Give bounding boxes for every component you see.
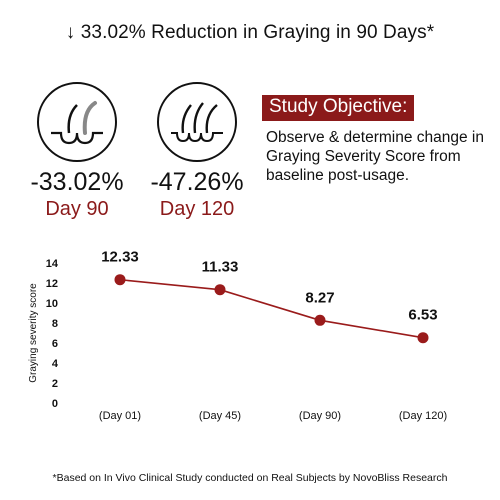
data-point [214, 284, 226, 296]
stat-percent: -33.02% [30, 168, 124, 196]
data-point [114, 274, 126, 286]
series-line-segment [119, 278, 221, 291]
footnote: *Based on In Vivo Clinical Study conduct… [52, 472, 448, 484]
y-tick-label: 14 [46, 258, 59, 270]
data-point [314, 314, 326, 326]
y-tick-label: 10 [46, 298, 58, 310]
series-line-segment [219, 288, 321, 322]
stat-day-90: -33.02% Day 90 [12, 82, 142, 219]
dark-hair-follicle-icon [157, 82, 237, 162]
y-tick-label: 0 [52, 398, 58, 410]
y-tick-label: 6 [52, 338, 58, 350]
objective-body: Observe & determine change in Graying Se… [266, 129, 484, 185]
data-point [417, 332, 429, 344]
stat-percent: -47.26% [150, 168, 244, 196]
objective-title: Study Objective: [262, 95, 415, 121]
y-tick-label: 12 [46, 278, 58, 290]
stat-day: Day 120 [159, 198, 235, 220]
y-tick-label: 8 [52, 318, 58, 330]
data-label: 11.33 [202, 259, 239, 276]
x-tick-label: (Day 120) [399, 410, 447, 422]
series-line-segment [319, 319, 424, 339]
data-label: 8.27 [305, 289, 334, 306]
data-label: 12.33 [101, 249, 139, 266]
y-axis-label: Graying severity score [28, 283, 39, 383]
stat-day-120: -47.26% Day 120 [132, 82, 262, 219]
gray-hair-follicle-icon [37, 82, 117, 162]
stat-day: Day 90 [45, 198, 109, 220]
x-tick-label: (Day 90) [299, 410, 341, 422]
y-tick-label: 4 [52, 358, 59, 370]
x-tick-label: (Day 45) [199, 410, 241, 422]
x-tick-label: (Day 01) [99, 410, 141, 422]
data-label: 6.53 [408, 307, 437, 324]
headline: ↓ 33.02% Reduction in Graying in 90 Days… [65, 22, 435, 43]
y-tick-label: 2 [52, 378, 58, 390]
